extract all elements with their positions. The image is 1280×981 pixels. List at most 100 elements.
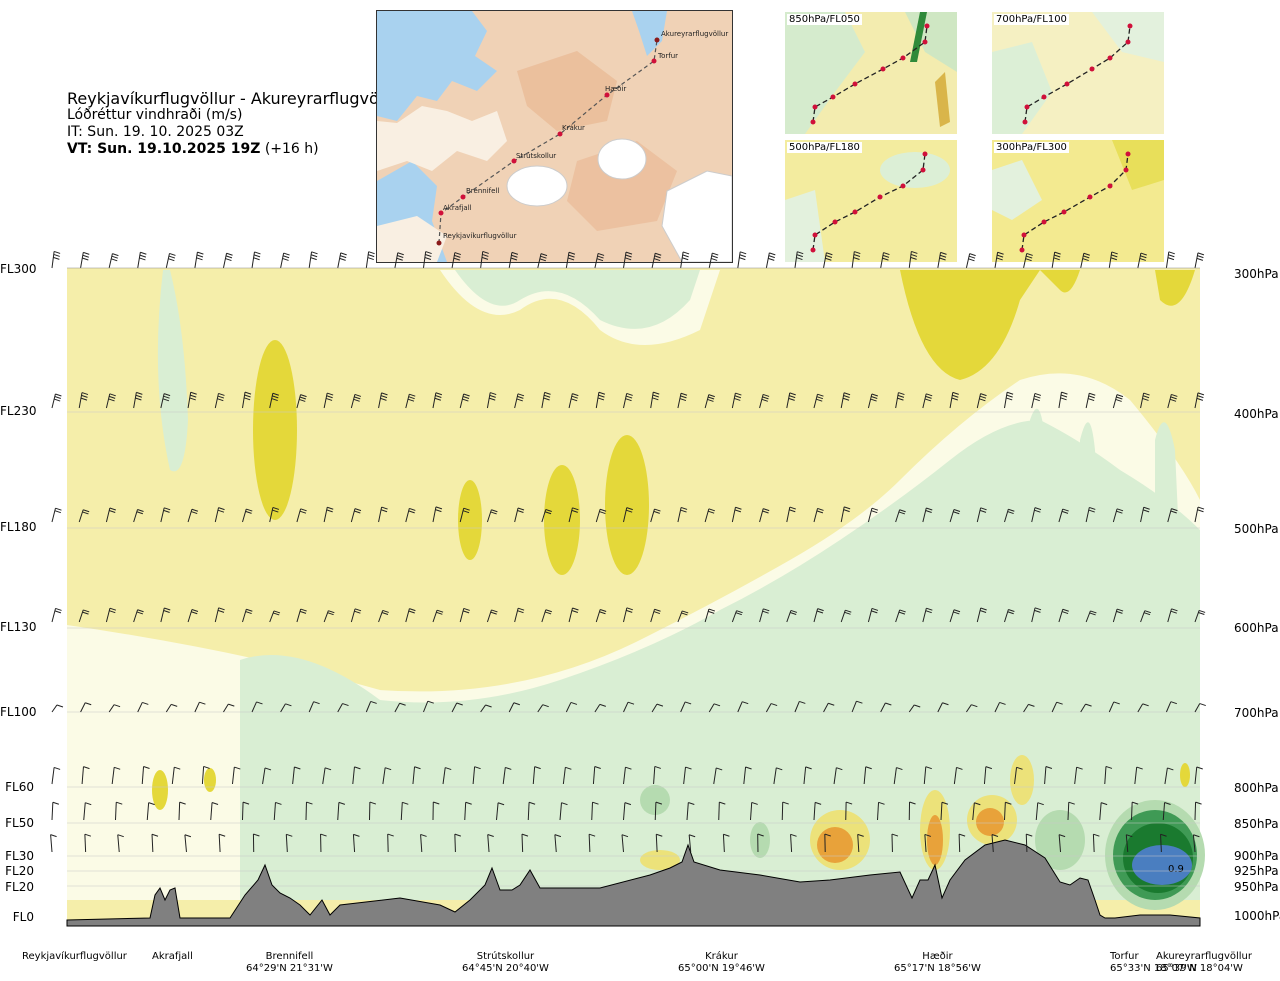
route-map-svg: Akureyrarflugvöllur Torfur Hæðir Krákur … bbox=[377, 11, 732, 262]
wind-barb-staff bbox=[924, 834, 927, 853]
wind-barb-staff bbox=[1104, 766, 1107, 785]
wind-barb-feather bbox=[368, 251, 375, 255]
wind-barb-feather bbox=[490, 511, 497, 515]
wind-barb-feather bbox=[843, 506, 851, 510]
variable-subtitle: Lóðréttur vindhraði (m/s) bbox=[67, 107, 243, 123]
wind-barb-feather bbox=[545, 609, 552, 613]
wind-barb-feather bbox=[911, 250, 918, 254]
wind-barb-staff bbox=[541, 509, 547, 523]
wind-barb-feather bbox=[184, 834, 192, 838]
wind-barb-feather bbox=[1088, 395, 1095, 399]
waypoint-strutskollur: Strútskollur 64°45'N 20°40'W bbox=[462, 951, 549, 975]
waypoint-strutskollur-name: Strútskollur bbox=[476, 951, 535, 962]
wind-barb-feather bbox=[1008, 609, 1015, 612]
wind-barb-feather bbox=[1139, 257, 1146, 261]
wind-barb-staff bbox=[165, 704, 172, 713]
wind-barb-feather bbox=[328, 610, 335, 614]
wind-barb-staff bbox=[568, 607, 573, 623]
wind-barb-feather bbox=[1089, 392, 1096, 396]
wind-barb-feather bbox=[354, 508, 362, 512]
wind-barb-staff bbox=[537, 704, 544, 713]
wind-barb-staff bbox=[459, 393, 465, 409]
wind-barb-feather bbox=[969, 253, 976, 257]
wind-barb-feather bbox=[139, 257, 146, 261]
wind-barb-staff bbox=[242, 609, 247, 623]
wind-barb-feather bbox=[164, 507, 171, 511]
wind-barb-feather bbox=[776, 767, 783, 771]
wind-barb-feather bbox=[54, 398, 61, 402]
wind-barb-feather bbox=[816, 396, 824, 400]
wind-barb-feather bbox=[1196, 397, 1204, 401]
wind-barb-feather bbox=[275, 801, 282, 805]
wind-barb-staff bbox=[81, 766, 84, 785]
wind-barb-feather bbox=[571, 610, 579, 614]
wind-barb-feather bbox=[218, 833, 226, 837]
fl-label-50: FL50 bbox=[5, 816, 34, 830]
wind-barb-staff bbox=[653, 766, 656, 785]
wind-barb-staff bbox=[1067, 802, 1070, 821]
wind-barb-feather bbox=[1060, 397, 1067, 401]
wind-barb-feather bbox=[83, 609, 90, 613]
wind-barb-staff bbox=[480, 704, 487, 713]
wind-barb-feather bbox=[408, 610, 415, 614]
wind-barb-feather bbox=[414, 766, 421, 770]
wind-barb-staff bbox=[965, 704, 972, 713]
wind-barb-staff bbox=[201, 766, 205, 785]
wind-barb-feather bbox=[799, 700, 806, 704]
marker-strutskollur bbox=[511, 158, 517, 164]
wind-barb-staff bbox=[214, 393, 219, 409]
wind-barb-staff bbox=[704, 394, 710, 409]
wind-barb-staff bbox=[400, 802, 403, 821]
wind-barb-feather bbox=[682, 257, 689, 261]
wind-barb-feather bbox=[710, 257, 718, 261]
wind-barb-staff bbox=[532, 766, 536, 785]
wind-barb-staff bbox=[759, 394, 764, 409]
wind-barb-staff bbox=[1194, 506, 1199, 523]
wind-barb-feather bbox=[1083, 252, 1090, 256]
wind-barb-feather bbox=[218, 392, 225, 396]
wind-barb-feather bbox=[853, 254, 861, 257]
wind-barb-feather bbox=[991, 834, 999, 838]
wind-barb-feather bbox=[1164, 802, 1171, 806]
wind-barb-feather bbox=[82, 254, 89, 258]
wind-barb-feather bbox=[382, 609, 389, 613]
wind-barb-staff bbox=[51, 393, 56, 409]
wind-barb-feather bbox=[951, 397, 958, 401]
wind-barb-feather bbox=[81, 392, 89, 396]
wind-barb-staff bbox=[160, 607, 165, 623]
wind-barb-staff bbox=[137, 252, 141, 269]
wind-barb-feather bbox=[925, 395, 932, 399]
wind-barb-feather bbox=[817, 507, 824, 511]
wind-barb-feather bbox=[926, 607, 933, 611]
wind-barb-staff bbox=[949, 392, 954, 409]
wind-barb-feather bbox=[111, 255, 118, 259]
wind-barb-feather bbox=[711, 255, 718, 259]
wind-barb-staff bbox=[949, 509, 955, 523]
wind-barb-staff bbox=[541, 609, 547, 623]
wind-barb-feather bbox=[910, 256, 917, 260]
wind-barb-feather bbox=[1199, 703, 1206, 707]
wind-barb-feather bbox=[1006, 391, 1014, 395]
sea-faxafloi bbox=[377, 11, 497, 121]
wind-barb-feather bbox=[1062, 608, 1069, 612]
wind-barb-feather bbox=[1170, 701, 1178, 705]
wind-barb-feather bbox=[272, 506, 280, 510]
wind-barb-feather bbox=[1168, 251, 1175, 255]
hpa-label-400: 400hPa bbox=[1234, 407, 1279, 421]
wind-barb-staff bbox=[794, 701, 800, 713]
wind-barb-staff bbox=[187, 509, 193, 523]
wind-barb-feather bbox=[148, 802, 155, 806]
wind-barb-feather bbox=[82, 611, 89, 615]
marker-brennifell bbox=[460, 194, 466, 200]
wind-barb-staff bbox=[594, 253, 599, 269]
wind-barb-feather bbox=[654, 508, 661, 512]
wind-barb-feather bbox=[1197, 392, 1205, 396]
wind-barb-feather bbox=[489, 394, 496, 398]
waypoint-akureyri-coord: 65°39'N 18°04'W bbox=[1156, 963, 1243, 974]
wind-barb-feather bbox=[825, 255, 833, 258]
wind-barb-feather bbox=[626, 609, 633, 613]
wind-barb-feather bbox=[742, 701, 749, 705]
wind-barb-feather bbox=[857, 833, 864, 837]
mini-map-850-label: 850hPa/FL050 bbox=[787, 14, 862, 25]
wind-barb-staff bbox=[296, 508, 302, 523]
